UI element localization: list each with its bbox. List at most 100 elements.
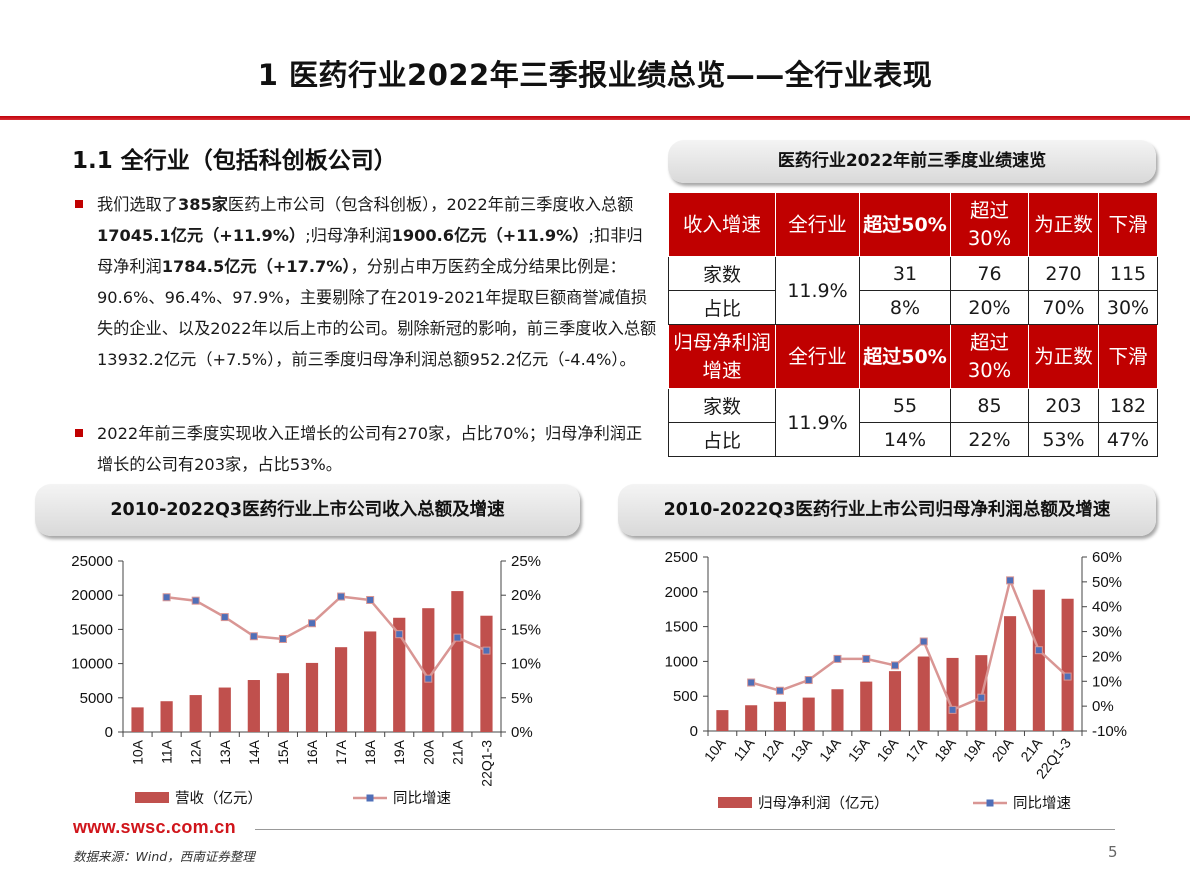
- revenue-bar: [480, 615, 493, 732]
- growth-rate-marker: [833, 654, 842, 663]
- legend-bar-swatch: [718, 797, 752, 808]
- left-tick-label: 10000: [71, 656, 113, 673]
- left-tick-label: 5000: [80, 690, 113, 707]
- table-cell: 270: [1028, 256, 1099, 291]
- revenue-bar: [946, 657, 959, 731]
- x-tick-label: 18A: [931, 734, 959, 764]
- table-row: 占比 14% 22% 53% 47%: [668, 422, 1158, 457]
- title-divider: [0, 116, 1190, 120]
- performance-table: 收入增速 全行业 超过50% 超过30% 为正数 下滑 家数 11.9% 31 …: [668, 192, 1158, 457]
- table-row: 家数 11.9% 31 76 270 115: [668, 256, 1158, 325]
- revenue-bar: [276, 673, 290, 732]
- x-tick-label: 15A: [275, 739, 291, 765]
- x-tick-label: 21A: [449, 739, 465, 765]
- right-tick-label: 0%: [1092, 698, 1114, 715]
- table-cell: 182: [1098, 388, 1158, 423]
- revenue-bar: [160, 701, 173, 732]
- revenue-bar: [393, 617, 406, 732]
- growth-rate-marker: [862, 654, 871, 663]
- growth-rate-marker: [337, 592, 346, 601]
- left-tick-label: 1500: [665, 619, 698, 636]
- x-tick-label: 22Q1-3: [478, 740, 494, 787]
- growth-rate-marker: [1006, 576, 1015, 585]
- bullet-1-highlight: 385家: [177, 195, 228, 214]
- net-profit-chart: 0 500 1000 1500 2000 2500 -10% 0% 10% 20% 30% 40% 50…: [665, 549, 1127, 812]
- table-cell: 14%: [859, 422, 951, 457]
- bullet-1-run: ，分别占申万医药全成分结果比例是：90.6%、96.4%、97.9%，主要剔除了…: [97, 257, 657, 369]
- revenue-chart: 0 5000 10000 15000 20000 25000 0% 5% 10% 15% 20% 25…: [71, 553, 541, 807]
- right-tick-label: -10%: [1092, 723, 1127, 740]
- table-row-label: 占比: [668, 422, 776, 457]
- legend-line-marker: [366, 794, 374, 802]
- table-title: 医药行业2022年前三季度业绩速览: [668, 140, 1156, 183]
- growth-rate-marker: [395, 630, 404, 639]
- right-tick-label: 50%: [1092, 574, 1122, 591]
- table-row-label: 占比: [668, 290, 776, 325]
- x-tick-label: 14A: [816, 734, 844, 764]
- table-cell: 22%: [950, 422, 1029, 457]
- right-tick-label: 30%: [1092, 624, 1122, 641]
- left-tick-label: 0: [105, 724, 113, 741]
- table-cell: 8%: [859, 290, 951, 325]
- x-tick-label: 15A: [845, 734, 873, 764]
- chart-1-title: 2010-2022Q3医药行业上市公司收入总额及增速: [35, 484, 580, 536]
- table-cell: 31: [859, 256, 951, 291]
- revenue-bar: [716, 710, 729, 731]
- bullet-paragraph-1: 我们选取了385家医药上市公司（包含科创板），2022年前三季度收入总额 1704…: [75, 189, 657, 375]
- right-tick-label: 25%: [511, 553, 541, 570]
- right-tick-label: 10%: [1092, 673, 1122, 690]
- right-tick-label: 0%: [511, 724, 533, 741]
- x-tick-label: 13A: [217, 739, 233, 765]
- revenue-bar: [745, 705, 758, 731]
- growth-rate-line: [750, 576, 1069, 712]
- legend-line-marker: [986, 799, 994, 807]
- growth-rate-marker: [278, 634, 287, 643]
- right-tick-label: 40%: [1092, 599, 1122, 616]
- table-header-row: 归母净利润增速 全行业 超过50% 超过30% 为正数 下滑: [668, 324, 1158, 389]
- table-header-cell: 下滑: [1098, 192, 1158, 257]
- table-cell: 55: [859, 388, 951, 423]
- bullet-paragraph-2: 2022年前三季度实现收入正增长的公司有270家，占比70%；归母净利润正增长的…: [75, 418, 657, 480]
- x-tick-label: 16A: [873, 734, 901, 764]
- table-cell: 76: [950, 256, 1029, 291]
- revenue-bar: [189, 695, 202, 732]
- growth-rate-line: [166, 595, 488, 681]
- table-row-label: 家数: [668, 256, 776, 291]
- growth-rate-marker: [220, 613, 229, 622]
- revenue-bar: [888, 671, 902, 731]
- growth-rate-marker: [948, 705, 957, 714]
- growth-rate-marker: [775, 686, 784, 695]
- legend-bar-label: 营收（亿元）: [175, 790, 262, 807]
- table-cell: 203: [1028, 388, 1099, 423]
- page-number: 5: [1108, 843, 1118, 861]
- revenue-bar: [860, 681, 873, 731]
- revenue-bar: [422, 608, 435, 732]
- bullet-1-run: 医药上市公司（包含科创板），2022年前三季度收入总额: [227, 195, 634, 214]
- table-header-cell: 为正数: [1028, 324, 1099, 389]
- left-tick-label: 25000: [71, 553, 113, 570]
- x-tick-label: 10A: [701, 734, 729, 764]
- table-header-cell: 归母净利润增速: [668, 324, 776, 389]
- table-header-cell: 全行业: [775, 192, 860, 257]
- table-cell: 47%: [1098, 422, 1158, 457]
- table-cell: 70%: [1028, 290, 1099, 325]
- section-heading: 1.1 全行业（包括科创板公司）: [72, 148, 397, 174]
- growth-rate-marker: [919, 637, 928, 646]
- x-tick-label: 20A: [988, 734, 1016, 764]
- left-tick-label: 2000: [665, 584, 698, 601]
- bullet-1-text: 我们选取了385家医药上市公司（包含科创板），2022年前三季度收入总额 1704…: [97, 195, 656, 369]
- revenue-bar: [917, 656, 930, 731]
- x-tick-label: 18A: [362, 739, 378, 765]
- revenue-bar: [131, 707, 144, 732]
- revenue-bar: [802, 697, 815, 731]
- growth-rate-marker: [1063, 672, 1072, 681]
- growth-rate-marker: [308, 619, 316, 628]
- x-tick-label: 19A: [960, 734, 988, 764]
- growth-rate-marker: [482, 646, 491, 655]
- x-tick-label: 19A: [391, 739, 407, 765]
- growth-rate-marker: [191, 596, 200, 605]
- table-cell: 30%: [1098, 290, 1158, 325]
- table-header-cell: 超过50%: [859, 324, 951, 389]
- right-tick-label: 15%: [511, 621, 541, 638]
- growth-rate-marker: [977, 693, 986, 702]
